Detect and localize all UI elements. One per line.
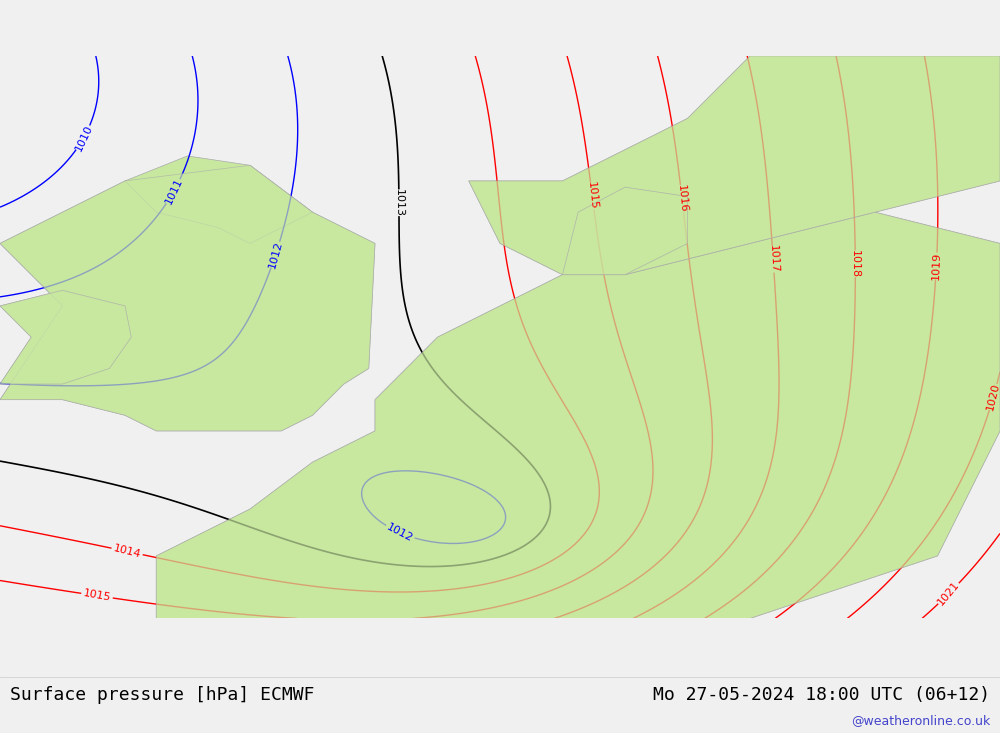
Polygon shape: [0, 290, 131, 384]
Text: 1013: 1013: [394, 188, 404, 217]
Text: Mo 27-05-2024 18:00 UTC (06+12): Mo 27-05-2024 18:00 UTC (06+12): [653, 686, 990, 704]
Polygon shape: [469, 56, 1000, 275]
Text: 1019: 1019: [931, 251, 942, 280]
Text: @weatheronline.co.uk: @weatheronline.co.uk: [851, 714, 990, 727]
Text: 1012: 1012: [385, 522, 415, 544]
Polygon shape: [469, 56, 1000, 275]
Polygon shape: [0, 166, 375, 431]
Polygon shape: [156, 212, 1000, 649]
Text: 1016: 1016: [676, 184, 688, 213]
Polygon shape: [0, 166, 375, 431]
Text: 1015: 1015: [82, 589, 112, 603]
Text: 1014: 1014: [112, 543, 142, 560]
Text: 1012: 1012: [267, 240, 284, 270]
Text: 1021: 1021: [936, 580, 962, 608]
Text: 1015: 1015: [586, 182, 599, 210]
Text: Surface pressure [hPa] ECMWF: Surface pressure [hPa] ECMWF: [10, 686, 314, 704]
Text: 1010: 1010: [73, 123, 94, 152]
Polygon shape: [125, 156, 312, 243]
Polygon shape: [156, 212, 1000, 649]
Text: 1020: 1020: [985, 382, 1000, 412]
Polygon shape: [0, 290, 131, 384]
Text: 1018: 1018: [850, 250, 860, 278]
Polygon shape: [562, 187, 688, 275]
Text: 1017: 1017: [767, 245, 779, 273]
Polygon shape: [562, 187, 688, 275]
Text: 1011: 1011: [163, 177, 184, 206]
